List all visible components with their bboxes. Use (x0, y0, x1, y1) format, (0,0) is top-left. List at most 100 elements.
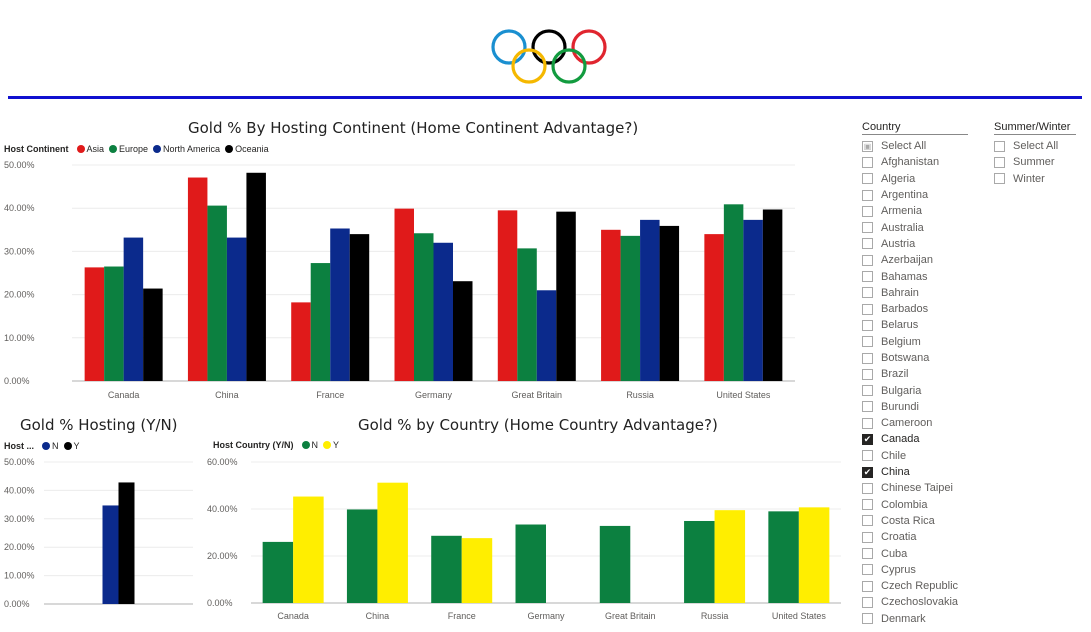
checkbox-icon[interactable] (862, 173, 873, 185)
bar-y[interactable] (798, 507, 830, 603)
country-slicer-item-botswana[interactable]: Botswana (862, 350, 968, 366)
bar-oceania[interactable] (659, 225, 680, 381)
season-slicer-item-select-all[interactable]: Select All (994, 138, 1076, 154)
checkbox-icon[interactable] (862, 548, 873, 560)
checkbox-icon[interactable] (862, 499, 873, 511)
bar-oceania[interactable] (762, 209, 783, 381)
country-slicer-item-azerbaijan[interactable]: Azerbaijan (862, 252, 968, 268)
season-slicer-item-winter[interactable]: Winter (994, 171, 1076, 187)
bar-asia[interactable] (704, 234, 724, 381)
bar-n[interactable] (515, 524, 547, 603)
country-slicer-item-bahrain[interactable]: Bahrain (862, 285, 968, 301)
checkbox-icon[interactable] (862, 287, 873, 299)
legend-item[interactable]: N (42, 441, 59, 451)
bar-north-america[interactable] (640, 219, 660, 381)
checkbox-icon[interactable] (862, 352, 873, 364)
country-slicer-item-canada[interactable]: ✔ Canada (862, 431, 968, 447)
checkbox-checked-icon[interactable]: ✔ (862, 433, 873, 445)
bar-n[interactable] (599, 525, 631, 603)
country-slicer-item-brazil[interactable]: Brazil (862, 366, 968, 382)
country-slicer-item-algeria[interactable]: Algeria (862, 171, 968, 187)
bar-y[interactable] (461, 538, 493, 603)
bar-north-america[interactable] (123, 237, 144, 381)
bar-oceania[interactable] (453, 281, 473, 381)
bar-north-america[interactable] (743, 219, 763, 381)
bar-n[interactable] (431, 535, 462, 603)
checkbox-icon[interactable] (862, 271, 873, 283)
country-slicer-item-bulgaria[interactable]: Bulgaria (862, 382, 968, 398)
bar-asia[interactable] (187, 177, 208, 381)
bar-n[interactable] (346, 509, 378, 603)
legend-item[interactable]: Asia (76, 144, 104, 154)
bar-north-america[interactable] (433, 242, 454, 381)
country-slicer-item-select-all[interactable]: ▣ Select All (862, 138, 968, 154)
bar-n[interactable] (102, 505, 119, 604)
country-slicer-item-chile[interactable]: Chile (862, 448, 968, 464)
bar-n[interactable] (262, 541, 294, 603)
bar-oceania[interactable] (143, 288, 163, 381)
bar-y[interactable] (293, 496, 324, 603)
bar-north-america[interactable] (330, 228, 350, 381)
country-slicer-item-bahamas[interactable]: Bahamas (862, 268, 968, 284)
legend-item[interactable]: Oceania (225, 144, 269, 154)
checkbox-icon[interactable] (862, 254, 873, 266)
checkbox-icon[interactable] (862, 189, 873, 201)
bar-oceania[interactable] (246, 172, 266, 381)
legend-item[interactable]: North America (153, 144, 220, 154)
bar-europe[interactable] (310, 263, 331, 381)
bar-north-america[interactable] (226, 237, 247, 381)
country-slicer-item-denmark[interactable]: Denmark (862, 611, 968, 627)
country-slicer-item-afghanistan[interactable]: Afghanistan (862, 154, 968, 170)
legend-item[interactable]: Y (63, 441, 80, 451)
country-slicer-item-cyprus[interactable]: Cyprus (862, 562, 968, 578)
bar-oceania[interactable] (349, 234, 370, 381)
country-slicer-item-burundi[interactable]: Burundi (862, 399, 968, 415)
country-slicer-item-austria[interactable]: Austria (862, 236, 968, 252)
country-slicer-item-colombia[interactable]: Colombia (862, 497, 968, 513)
country-slicer-item-belarus[interactable]: Belarus (862, 317, 968, 333)
checkbox-icon[interactable] (862, 596, 873, 608)
bar-asia[interactable] (394, 208, 415, 381)
checkbox-icon[interactable] (862, 580, 873, 592)
checkbox-icon[interactable] (862, 401, 873, 413)
bar-y[interactable] (118, 482, 135, 604)
checkbox-icon[interactable] (862, 222, 873, 234)
bar-oceania[interactable] (556, 211, 576, 381)
country-slicer-item-czech-republic[interactable]: Czech Republic (862, 578, 968, 594)
checkbox-icon[interactable] (862, 613, 873, 625)
checkbox-icon[interactable] (994, 173, 1005, 185)
legend-item[interactable]: Y (323, 440, 339, 450)
country-slicer-item-barbados[interactable]: Barbados (862, 301, 968, 317)
season-slicer-item-summer[interactable]: Summer (994, 154, 1076, 170)
bar-europe[interactable] (723, 204, 744, 381)
bar-y[interactable] (377, 482, 408, 603)
checkbox-icon[interactable] (862, 303, 873, 315)
country-slicer-item-costa-rica[interactable]: Costa Rica (862, 513, 968, 529)
checkbox-icon[interactable] (994, 156, 1005, 168)
bar-asia[interactable] (84, 267, 105, 381)
bar-north-america[interactable] (536, 290, 557, 381)
country-slicer-item-belgium[interactable]: Belgium (862, 334, 968, 350)
checkbox-icon[interactable] (862, 319, 873, 331)
bar-europe[interactable] (620, 235, 641, 381)
checkbox-icon[interactable] (862, 205, 873, 217)
bar-europe[interactable] (104, 266, 124, 381)
checkbox-icon[interactable] (862, 238, 873, 250)
bar-n[interactable] (684, 520, 715, 603)
bar-asia[interactable] (291, 302, 311, 381)
checkbox-icon[interactable] (994, 140, 1005, 152)
country-slicer-item-cuba[interactable]: Cuba (862, 545, 968, 561)
bar-europe[interactable] (207, 205, 227, 381)
country-slicer-item-armenia[interactable]: Armenia (862, 203, 968, 219)
checkbox-checked-icon[interactable]: ✔ (862, 466, 873, 478)
checkbox-icon[interactable] (862, 385, 873, 397)
country-slicer-item-czechoslovakia[interactable]: Czechoslovakia (862, 594, 968, 610)
checkbox-icon[interactable] (862, 531, 873, 543)
checkbox-icon[interactable] (862, 564, 873, 576)
bar-asia[interactable] (601, 229, 621, 381)
checkbox-icon[interactable] (862, 368, 873, 380)
checkbox-icon[interactable]: ▣ (862, 140, 873, 152)
checkbox-icon[interactable] (862, 156, 873, 168)
country-slicer-item-argentina[interactable]: Argentina (862, 187, 968, 203)
checkbox-icon[interactable] (862, 336, 873, 348)
